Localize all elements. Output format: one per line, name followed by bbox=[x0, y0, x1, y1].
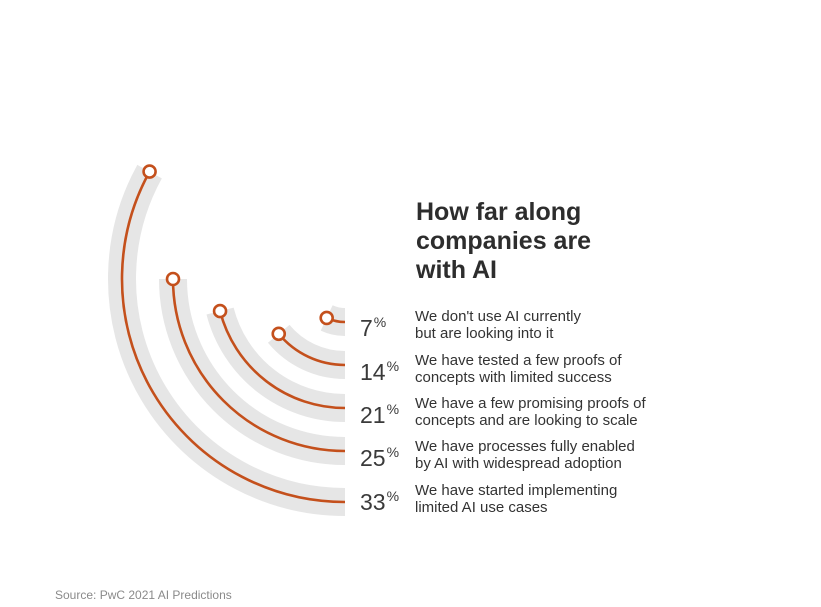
percent-sign: % bbox=[386, 488, 400, 504]
value-label: 33% bbox=[360, 482, 410, 522]
legend-row-2: 14% We have tested a few proofs of conce… bbox=[360, 352, 720, 392]
percent-sign: % bbox=[373, 314, 387, 330]
category-label-line-1: We don't use AI currently bbox=[415, 308, 582, 325]
value-arc-3 bbox=[218, 310, 346, 410]
category-label: We have a few promising proofs of concep… bbox=[415, 395, 715, 429]
category-label: We have processes fully enabled by AI wi… bbox=[415, 438, 715, 472]
category-label-line-2: by AI with widespread adoption bbox=[415, 455, 622, 472]
percent-sign: % bbox=[386, 358, 400, 374]
track-band-2 bbox=[267, 324, 346, 379]
category-label-line-1: We have tested a few proofs of bbox=[415, 352, 622, 369]
category-label-line-2: concepts with limited success bbox=[415, 369, 612, 386]
category-label-line-2: but are looking into it bbox=[415, 325, 554, 342]
category-label-line-1: We have started implementing bbox=[415, 482, 618, 499]
legend-row-5: 33% We have started implementing limited… bbox=[360, 482, 720, 522]
value-arc-2 bbox=[277, 332, 346, 367]
category-label: We have started implementing limited AI … bbox=[415, 482, 715, 516]
value-label: 14% bbox=[360, 352, 410, 392]
arc-end-marker-3 bbox=[212, 303, 228, 319]
percent-sign: % bbox=[386, 401, 400, 417]
chart-title-line-1: How far along bbox=[416, 198, 582, 226]
legend-row-1: 7% We don't use AI currently but are loo… bbox=[360, 308, 720, 348]
legend-row-3: 21% We have a few promising proofs of co… bbox=[360, 395, 720, 435]
category-label-line-2: limited AI use cases bbox=[415, 499, 548, 516]
value-number: 7 bbox=[360, 315, 373, 341]
value-number: 33 bbox=[360, 489, 386, 515]
value-arc-5 bbox=[120, 170, 346, 504]
chart-title: How far along companies are with AI bbox=[416, 198, 716, 285]
arc-group bbox=[120, 170, 346, 504]
track-group bbox=[108, 164, 346, 516]
category-label-line-2: concepts and are looking to scale bbox=[415, 412, 638, 429]
legend-row-4: 25% We have processes fully enabled by A… bbox=[360, 438, 720, 478]
percent-sign: % bbox=[386, 444, 400, 460]
arc-end-marker-1 bbox=[319, 310, 334, 326]
dot-group bbox=[142, 164, 334, 342]
arc-end-marker-5 bbox=[142, 164, 157, 179]
category-label: We have tested a few proofs of concepts … bbox=[415, 352, 715, 386]
category-label: We don't use AI currently but are lookin… bbox=[415, 308, 715, 342]
category-label-line-1: We have a few promising proofs of bbox=[415, 395, 646, 412]
chart-title-line-3: with AI bbox=[416, 256, 498, 284]
value-number: 25 bbox=[360, 445, 386, 471]
value-number: 14 bbox=[360, 359, 386, 385]
chart-title-line-2: companies are bbox=[416, 227, 592, 255]
value-label: 7% bbox=[360, 308, 410, 348]
value-number: 21 bbox=[360, 402, 386, 428]
value-label: 21% bbox=[360, 395, 410, 435]
arc-end-marker-2 bbox=[271, 326, 287, 342]
value-label: 25% bbox=[360, 438, 410, 478]
source-note: Source: PwC 2021 AI Predictions bbox=[55, 588, 232, 602]
arc-end-marker-4 bbox=[165, 271, 181, 287]
category-label-line-1: We have processes fully enabled bbox=[415, 438, 635, 455]
value-arc-4 bbox=[171, 278, 346, 453]
